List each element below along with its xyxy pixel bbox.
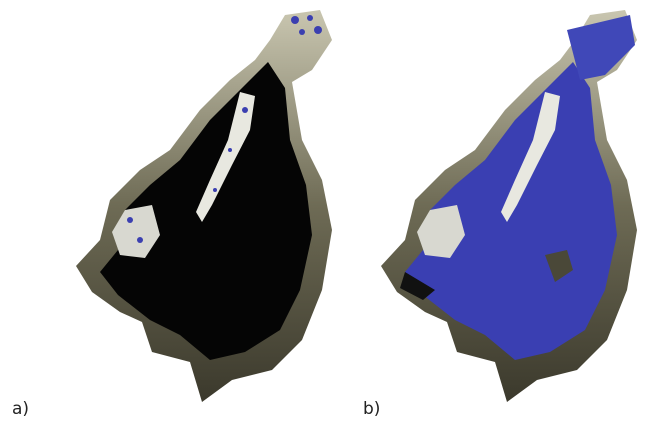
map-a (76, 10, 332, 402)
panel-label: a) (12, 399, 29, 419)
maps: a) b) (0, 0, 671, 423)
panel-label: b) (363, 399, 380, 419)
map-b (381, 10, 637, 402)
figure: a) b) (0, 0, 671, 423)
